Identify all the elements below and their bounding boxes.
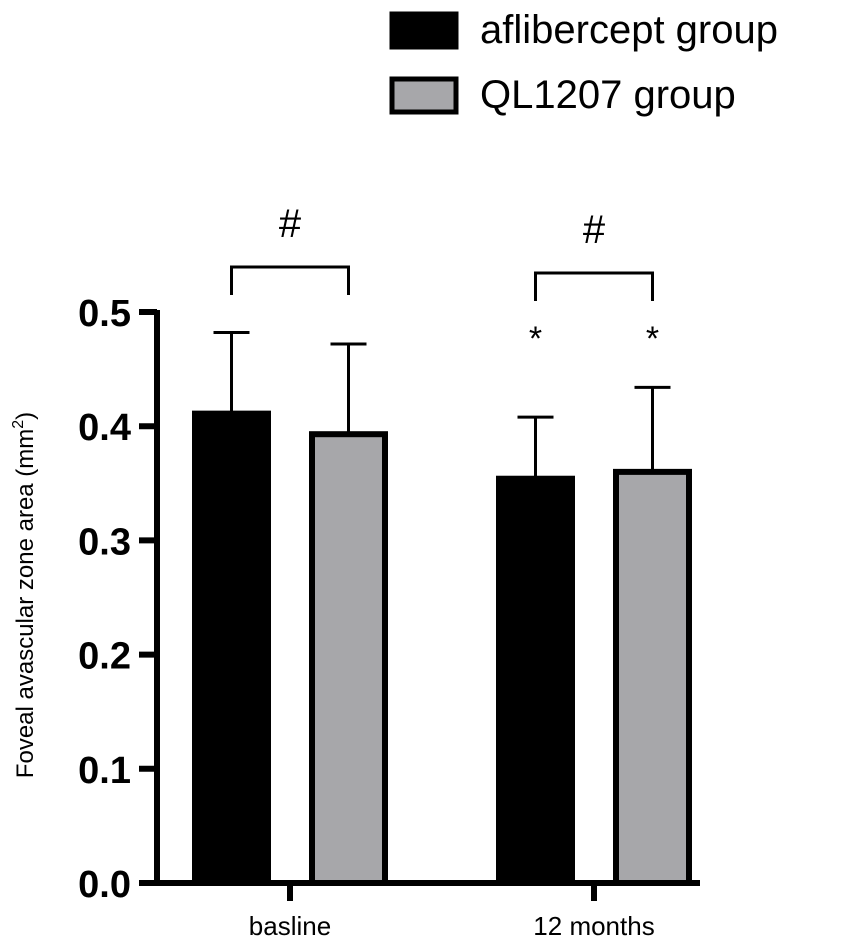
significance-bracket bbox=[230, 265, 350, 295]
bar-annotation-label: * bbox=[646, 320, 659, 358]
significance-label: # bbox=[583, 208, 606, 252]
bar bbox=[309, 431, 388, 886]
bar bbox=[613, 468, 692, 886]
bar bbox=[192, 410, 271, 886]
significance-bracket bbox=[534, 271, 654, 301]
significance-label: # bbox=[279, 202, 302, 246]
y-tick-label: 0.1 bbox=[78, 750, 131, 792]
x-tick-label: 12 months bbox=[533, 911, 654, 941]
legend-label: aflibercept group bbox=[480, 8, 778, 52]
axes: 0.0 0.1 0.2 0.3 0.4 0.5 basline 12 months bbox=[78, 293, 700, 941]
y-tick-label: 0.3 bbox=[78, 521, 131, 563]
y-tick-label: 0.0 bbox=[78, 864, 131, 906]
bars bbox=[192, 331, 692, 886]
y-tick-label: 0.2 bbox=[78, 636, 131, 678]
legend-swatch bbox=[389, 11, 459, 50]
legend-swatch bbox=[389, 76, 459, 115]
significance-annotations: # # * * bbox=[230, 202, 659, 358]
y-tick-label: 0.4 bbox=[78, 407, 131, 449]
legend-label: QL1207 group bbox=[480, 73, 736, 117]
x-tick-label: basline bbox=[249, 911, 331, 941]
y-axis-label: Foveal avascular zone area (mm2) bbox=[10, 412, 39, 778]
legend: aflibercept group QL1207 group bbox=[389, 8, 778, 117]
bar-annotation-label: * bbox=[529, 320, 542, 358]
y-tick-label: 0.5 bbox=[78, 293, 131, 335]
bar bbox=[496, 475, 575, 886]
